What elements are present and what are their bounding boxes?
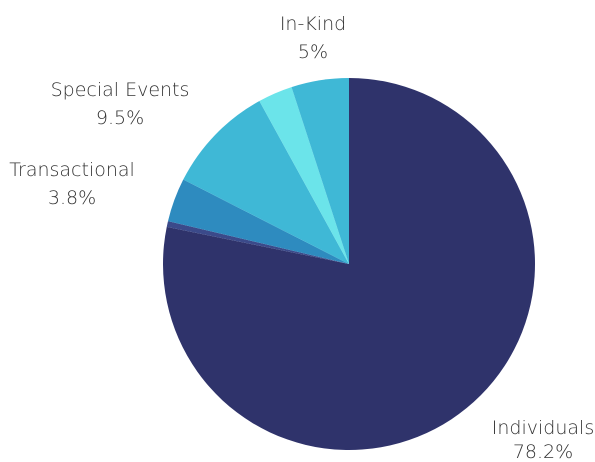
pie-value-special-events: 9.5% [96, 107, 144, 129]
pie-slice-unlabeled-1 [166, 221, 349, 264]
pie-label-individuals: Individuals [492, 417, 594, 439]
pie-slice-transactional [168, 179, 349, 264]
pie-label-transactional: Transactional [9, 159, 135, 181]
pie-slice-in-kind [291, 78, 349, 264]
pie-label-in-kind: In-Kind [280, 13, 346, 35]
pie-value-in-kind: 5% [298, 41, 328, 63]
pie-slices [163, 78, 536, 450]
pie-label-special-events: Special Events [51, 79, 190, 101]
pie-slice-unlabeled-4 [259, 87, 349, 264]
pie-value-transactional: 3.8% [48, 187, 96, 209]
pie-slice-special-events [183, 101, 349, 264]
pie-value-individuals: 78.2% [513, 441, 573, 462]
pie-slice-individuals [163, 78, 536, 450]
